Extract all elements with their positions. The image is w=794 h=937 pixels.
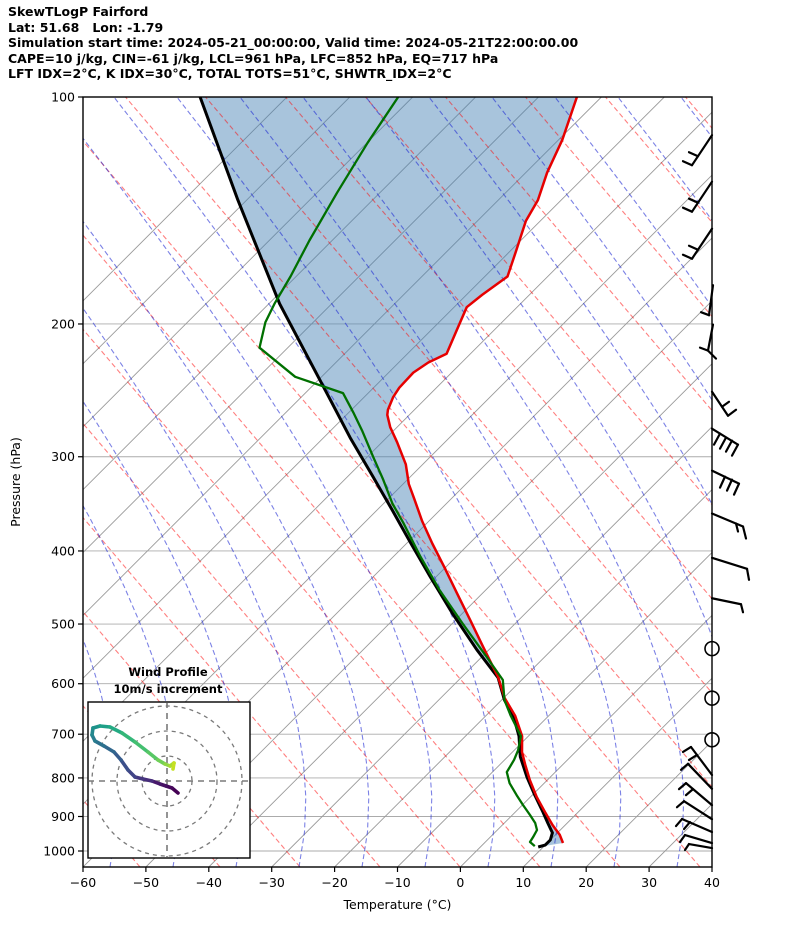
wind-barb [677, 782, 714, 807]
wind-barb [710, 597, 745, 614]
hodograph-inset: Wind Profile 10m/s increment [87, 665, 251, 859]
pressure-tick-label: 900 [51, 809, 75, 824]
temperature-tick-label: −30 [259, 875, 285, 890]
pressure-tick-label: 800 [51, 770, 75, 785]
dry-adiabat-lines [83, 97, 712, 867]
wind-barb [681, 745, 714, 777]
latlon-line: Lat: 51.68 Lon: -1.79 [8, 19, 164, 35]
pressure-tick-label: 400 [51, 543, 75, 558]
wind-barb [710, 512, 748, 540]
wind-barb [681, 134, 714, 167]
temperature-ticks [82, 867, 713, 872]
pressure-tick-label: 500 [51, 617, 75, 632]
temperature-tick-label: 10 [515, 875, 531, 890]
wind-barb [683, 842, 714, 852]
pressure-tick-label: 600 [51, 676, 75, 691]
cape-cin-shading [200, 97, 577, 847]
stability-indices-line: LFT IDX=2°C, K IDX=30°C, TOTAL TOTS=51°C… [8, 66, 452, 82]
wind-barb [710, 556, 751, 581]
wind-barb [681, 227, 714, 260]
time-line: Simulation start time: 2024-05-21_00:00:… [8, 35, 579, 51]
temperature-tick-label: 0 [456, 875, 464, 890]
wind-barb [678, 833, 714, 845]
wind-barb [675, 800, 714, 821]
pressure-tick-label: 700 [51, 727, 75, 742]
pressure-ticks [78, 96, 83, 852]
hodograph-subtitle: 10m/s increment [114, 682, 223, 696]
dewpoint-line [258, 97, 539, 847]
isotherm-lines [83, 97, 712, 867]
cape-indices-line: CAPE=10 j/kg, CIN=-61 j/kg, LCL=961 hPa,… [8, 50, 499, 66]
temperature-tick-label: −20 [321, 875, 347, 890]
wind-barb [674, 817, 714, 834]
temperature-tick-label: −60 [70, 875, 96, 890]
hodograph-ring [141, 755, 193, 807]
wind-barb [710, 390, 738, 417]
hodograph-trace [90, 724, 180, 795]
pressure-tick-labels: 100 200 300 400 500 600 700 800 900 1000 [43, 90, 75, 859]
temperature-line [386, 97, 579, 844]
x-axis-title: Temperature (°C) [343, 897, 452, 912]
hodograph-grid [89, 703, 249, 857]
pressure-tick-label: 200 [51, 316, 75, 331]
wind-barb [698, 323, 718, 360]
temperature-tick-label: 20 [578, 875, 594, 890]
hodograph-ring [116, 730, 218, 832]
y-axis-title: Pressure (hPa) [8, 437, 23, 527]
temperature-tick-label: −40 [196, 875, 222, 890]
temperature-tick-label: −10 [384, 875, 410, 890]
pressure-tick-label: 100 [51, 90, 75, 105]
header-block: SkewTLogP Fairford Lat: 51.68 Lon: -1.79… [8, 4, 578, 82]
wind-barb [710, 469, 741, 496]
hodograph-title: Wind Profile [128, 665, 208, 679]
temperature-tick-label: 40 [704, 875, 720, 890]
hodograph-box [87, 701, 251, 859]
figure-title: SkewTLogP Fairford [8, 4, 149, 19]
wind-barb [679, 762, 714, 790]
pressure-tick-label: 1000 [43, 844, 75, 859]
temperature-tick-label: 30 [641, 875, 657, 890]
wind-barb [681, 180, 714, 213]
temperature-tick-label: −50 [133, 875, 159, 890]
temperature-tick-labels: −60 −50 −40 −30 −20 −10 0 10 20 30 40 [70, 875, 720, 890]
wind-barb [710, 427, 740, 457]
hodograph-ring [91, 705, 243, 857]
pressure-tick-label: 300 [51, 449, 75, 464]
